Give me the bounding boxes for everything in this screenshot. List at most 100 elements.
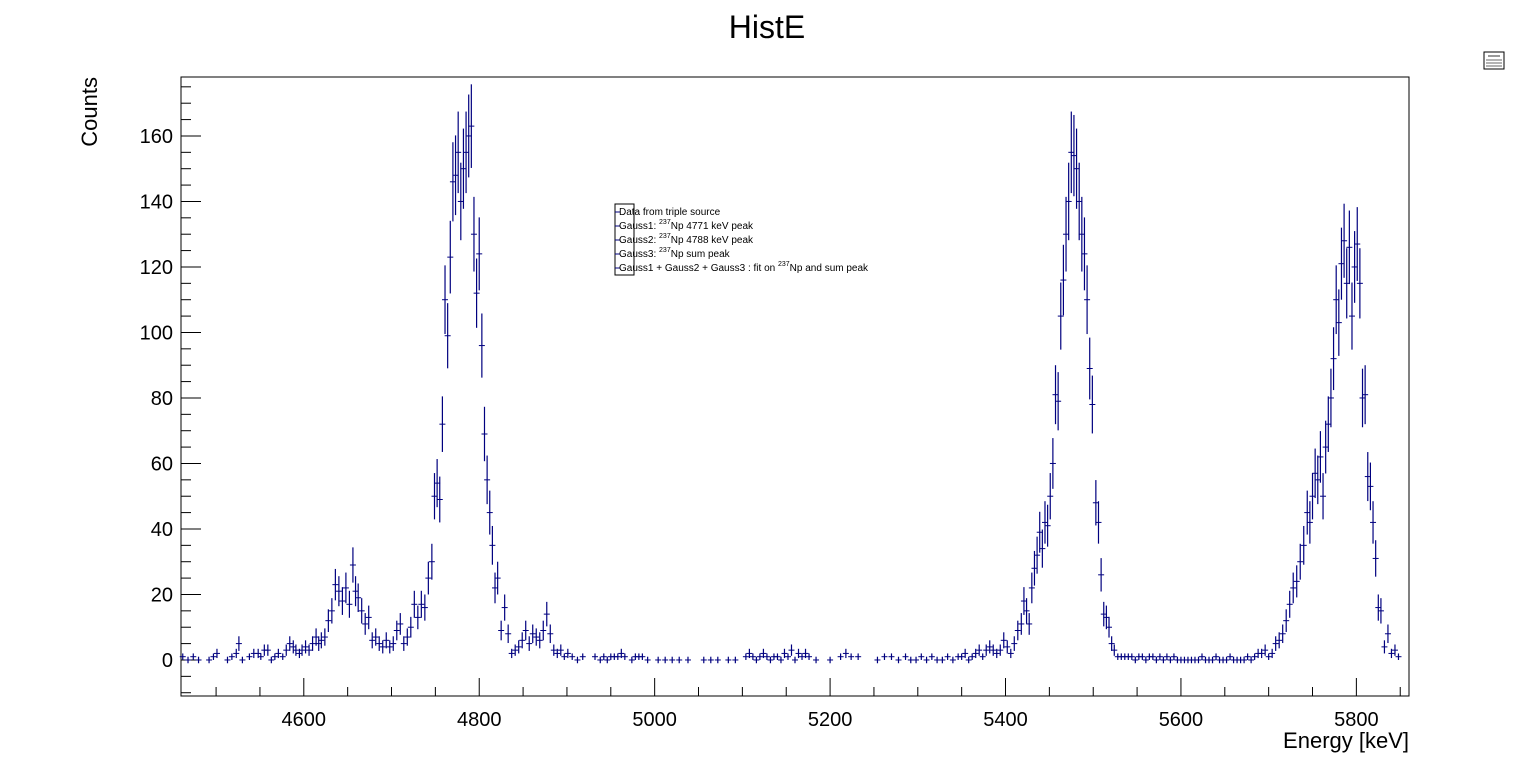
- data-point: [481, 406, 488, 462]
- data-point: [352, 576, 359, 607]
- data-point: [444, 303, 451, 369]
- data-point: [1068, 111, 1075, 194]
- legend-entry: Gauss2: 237Np 4788 keV peak: [619, 233, 754, 246]
- data-point: [1076, 162, 1083, 241]
- y-axis: 0 20 40 60 80 100 120 140 160: [140, 86, 201, 694]
- data-point: [614, 653, 621, 660]
- data-point: [463, 111, 470, 194]
- data-point: [332, 568, 339, 601]
- data-point: [494, 561, 501, 595]
- data-point: [512, 644, 519, 656]
- data-point: [1036, 511, 1043, 553]
- data-point: [383, 632, 390, 649]
- x-tick-label: 5000: [632, 709, 677, 731]
- y-tick-label: 80: [151, 388, 173, 410]
- data-point: [547, 624, 554, 644]
- data-point: [397, 613, 404, 635]
- data-point: [1372, 540, 1379, 577]
- legend-superscript: 237: [659, 233, 671, 240]
- data-point: [1348, 282, 1355, 350]
- data-point: [404, 628, 411, 646]
- legend-text-suffix: Np 4771 keV peak: [671, 221, 754, 232]
- data-point: [1095, 501, 1102, 544]
- data-point: [1362, 365, 1369, 425]
- data-point: [275, 648, 282, 659]
- data-point: [1007, 648, 1014, 659]
- data-point: [1351, 231, 1358, 303]
- data-point: [1195, 656, 1202, 664]
- data-point: [600, 653, 607, 660]
- data-point: [788, 644, 795, 656]
- data-point: [913, 656, 920, 664]
- data-point: [195, 656, 202, 664]
- data-point: [1106, 616, 1113, 638]
- data-point: [1283, 609, 1290, 633]
- x-tick-label: 4600: [282, 709, 327, 731]
- data-point: [1039, 529, 1046, 568]
- data-point: [1078, 196, 1085, 272]
- data-point: [414, 605, 421, 630]
- data-point: [907, 656, 914, 664]
- data-point: [457, 162, 464, 241]
- data-point: [484, 455, 491, 505]
- data-point: [949, 656, 956, 664]
- data-point: [1330, 327, 1337, 391]
- data-point: [550, 644, 557, 656]
- data-point: [1086, 337, 1093, 400]
- data-point: [1227, 653, 1234, 660]
- data-point: [372, 628, 379, 646]
- data-point: [1028, 572, 1035, 604]
- data-point: [1098, 558, 1105, 592]
- data-point: [302, 640, 309, 654]
- data-point: [1312, 448, 1319, 499]
- data-point: [1004, 640, 1011, 654]
- data-point: [579, 653, 586, 660]
- data-point: [986, 640, 993, 654]
- data-point: [902, 653, 909, 660]
- data-point: [468, 84, 475, 168]
- data-point: [1309, 473, 1316, 520]
- data-point: [425, 561, 432, 595]
- data-point: [928, 653, 935, 660]
- data-point: [411, 590, 418, 618]
- data-point: [1057, 282, 1064, 350]
- y-tick-label: 140: [140, 191, 173, 213]
- data-point: [972, 648, 979, 659]
- data-point: [271, 653, 278, 660]
- data-point: [628, 656, 635, 664]
- data-point: [993, 648, 1000, 659]
- data-point: [283, 644, 290, 656]
- legend-entry: Data from triple source: [619, 207, 721, 218]
- legend-superscript: 237: [659, 219, 671, 226]
- data-point: [306, 644, 313, 656]
- data-point: [321, 628, 328, 646]
- y-tick-label: 40: [151, 519, 173, 541]
- data-point: [206, 656, 213, 664]
- data-point: [390, 636, 397, 651]
- legend-superscript: 237: [778, 261, 790, 268]
- data-point: [1325, 396, 1332, 452]
- data-point: [806, 653, 813, 660]
- data-point: [1011, 636, 1018, 651]
- data-point: [1163, 653, 1170, 660]
- data-point: [958, 653, 965, 660]
- legend-text-prefix: Gauss1 + Gauss2 + Gauss3 : fit on: [619, 263, 778, 274]
- data-point: [749, 653, 756, 660]
- data-point: [286, 636, 293, 651]
- data-point: [449, 142, 456, 222]
- data-point: [564, 648, 571, 659]
- data-point: [1244, 653, 1251, 660]
- data-point: [505, 624, 512, 644]
- data-point: [1041, 501, 1048, 544]
- data-point: [714, 656, 721, 664]
- data-point: [365, 605, 372, 630]
- data-point: [1170, 653, 1177, 660]
- data-point: [325, 609, 332, 633]
- data-point: [1070, 114, 1077, 197]
- data-point: [393, 620, 400, 641]
- data-point: [233, 648, 240, 659]
- data-point: [997, 644, 1004, 656]
- data-point: [1111, 644, 1118, 656]
- y-tick-label: 20: [151, 584, 173, 606]
- data-point: [335, 576, 342, 607]
